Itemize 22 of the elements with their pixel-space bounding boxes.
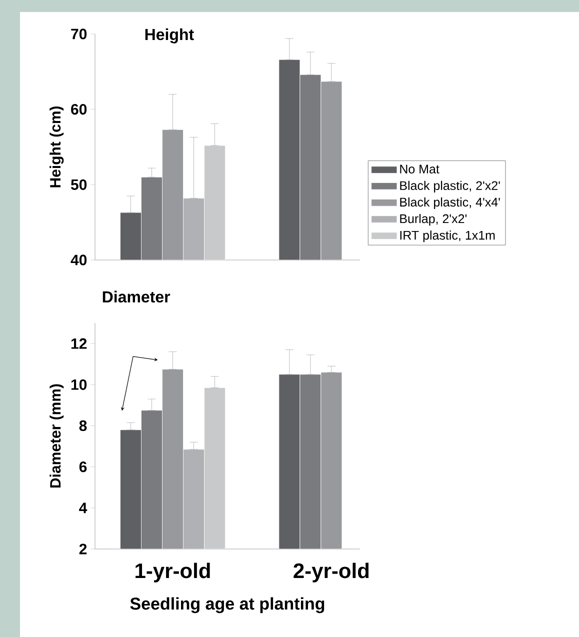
y-axis-title: Height (cm) <box>50 106 64 188</box>
legend-label: No Mat <box>400 164 440 174</box>
chart-title: Height <box>145 28 194 44</box>
legend-label: IRT plastic, 1x1m <box>400 230 495 242</box>
legend-label: Black plastic, 2'x2' <box>400 180 500 192</box>
chart-title: Diameter <box>102 290 170 303</box>
x-axis-title: Seedling age at planting <box>130 597 324 614</box>
x-tick-label: 1-yr-old <box>136 562 210 582</box>
x-tick-label: 2-yr-old <box>294 562 369 582</box>
y-tick-label: 60 <box>71 104 87 115</box>
y-tick-label: 2 <box>79 544 87 554</box>
y-tick-label: 6 <box>79 462 87 472</box>
y-tick-label: 10 <box>71 379 87 390</box>
legend-label: Burlap, 2'x2' <box>400 214 467 226</box>
y-tick-label: 4 <box>79 502 88 514</box>
y-axis-title: Diameter (mm) <box>50 384 64 488</box>
y-tick-label: 50 <box>70 179 87 190</box>
y-tick-label: 70 <box>71 28 87 40</box>
legend-label: Black plastic, 4'x4' <box>400 197 500 210</box>
y-tick-label: 12 <box>71 338 87 349</box>
y-tick-label: 40 <box>70 254 87 266</box>
y-tick-label: 8 <box>79 420 87 432</box>
